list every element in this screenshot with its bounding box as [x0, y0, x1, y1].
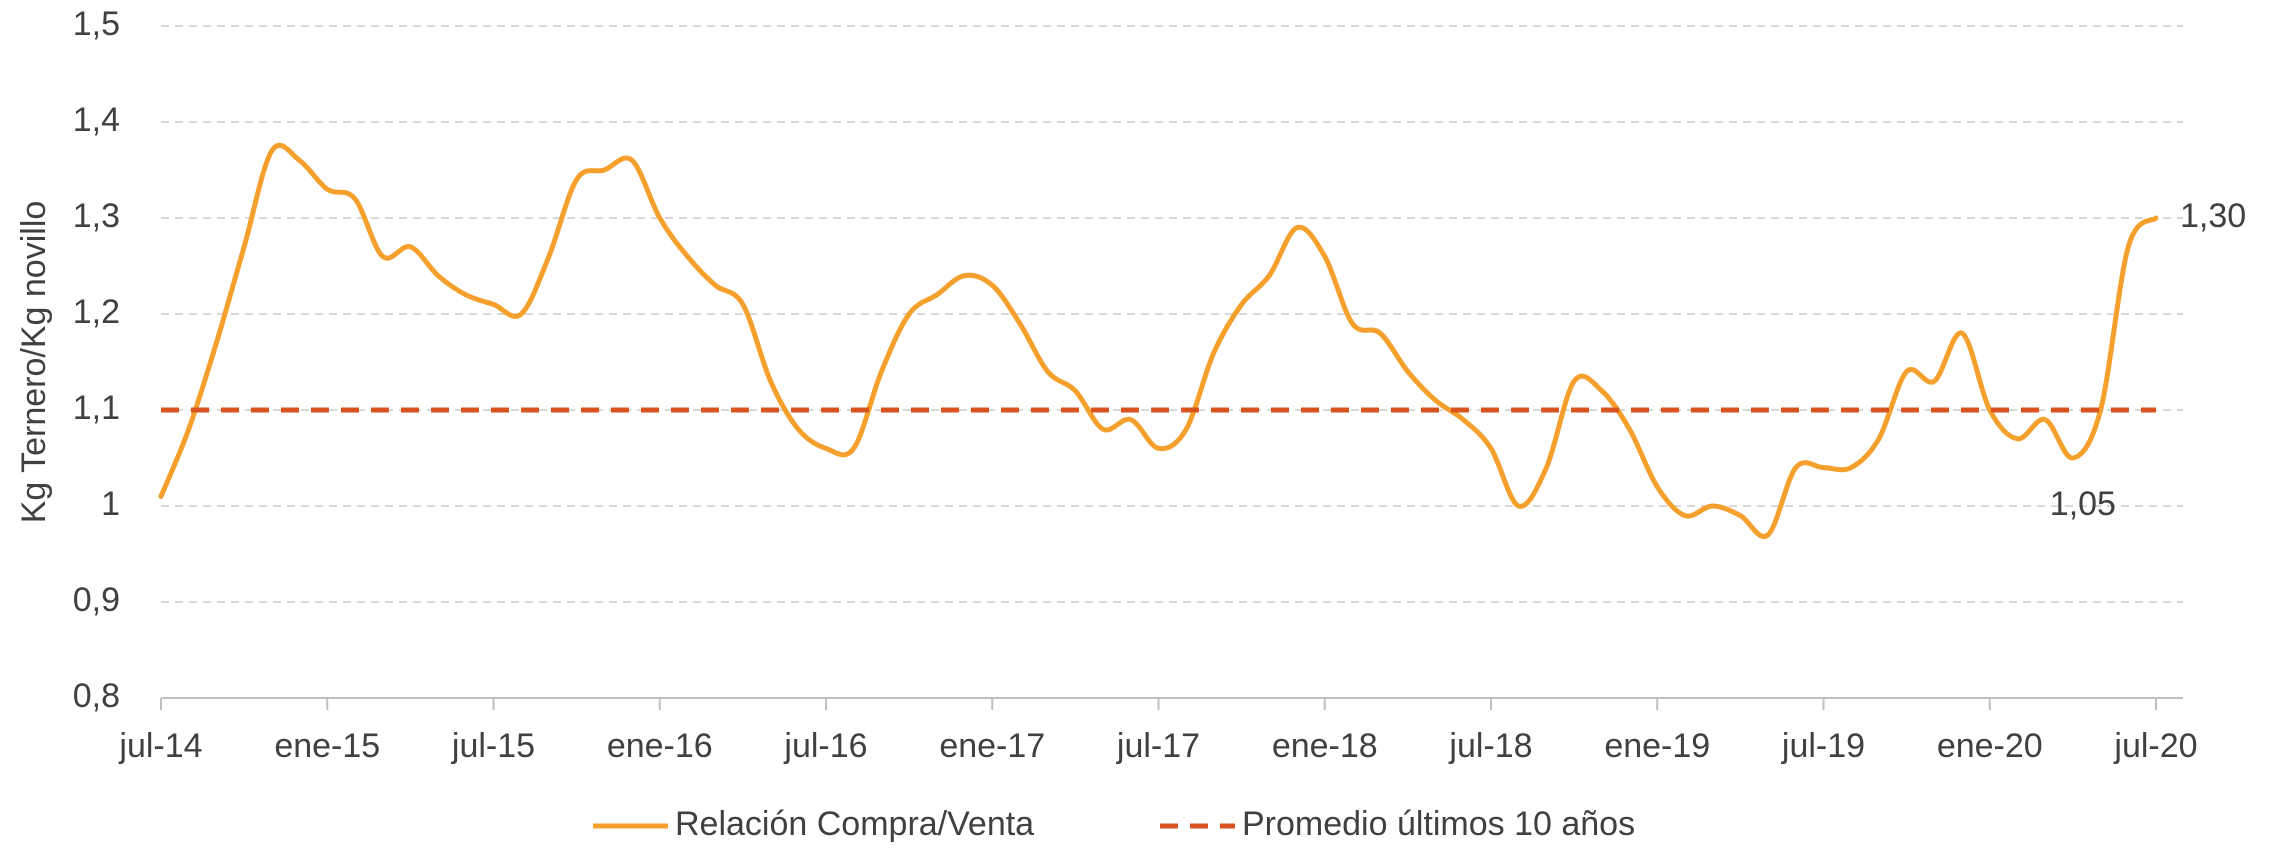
x-tick-label: ene-20: [1937, 727, 2043, 765]
y-tick-label: 1,3: [73, 197, 120, 235]
y-tick-label: 0,9: [73, 581, 120, 619]
y-axis-label: Kg Ternero/Kg novillo: [15, 201, 53, 524]
data-label: 1,05: [2050, 485, 2116, 523]
x-tick-label: jul-20: [2113, 727, 2197, 765]
x-tick-label: ene-19: [1604, 727, 1710, 765]
y-tick-label: 1,2: [73, 293, 120, 331]
x-tick-label: jul-17: [1116, 727, 1200, 765]
legend-label: Relación Compra/Venta: [675, 805, 1034, 843]
x-tick-label: jul-14: [118, 727, 202, 765]
y-tick-label: 1,5: [73, 5, 120, 43]
data-line: [158, 142, 2159, 539]
x-tick-label: jul-18: [1448, 727, 1532, 765]
y-tick-label: 1: [101, 485, 120, 523]
y-tick-label: 1,4: [73, 101, 120, 139]
legend-label: Promedio últimos 10 años: [1242, 805, 1635, 843]
x-tick-label: ene-18: [1272, 727, 1378, 765]
x-tick-label: jul-15: [451, 727, 535, 765]
y-tick-label: 0,8: [73, 677, 120, 715]
x-tick-label: ene-16: [607, 727, 713, 765]
x-tick-label: ene-17: [939, 727, 1045, 765]
data-label: 1,30: [2180, 197, 2246, 235]
x-tick-label: ene-15: [274, 727, 380, 765]
y-tick-label: 1,1: [73, 389, 120, 427]
x-tick-label: jul-19: [1781, 727, 1865, 765]
x-tick-label: jul-16: [783, 727, 867, 765]
